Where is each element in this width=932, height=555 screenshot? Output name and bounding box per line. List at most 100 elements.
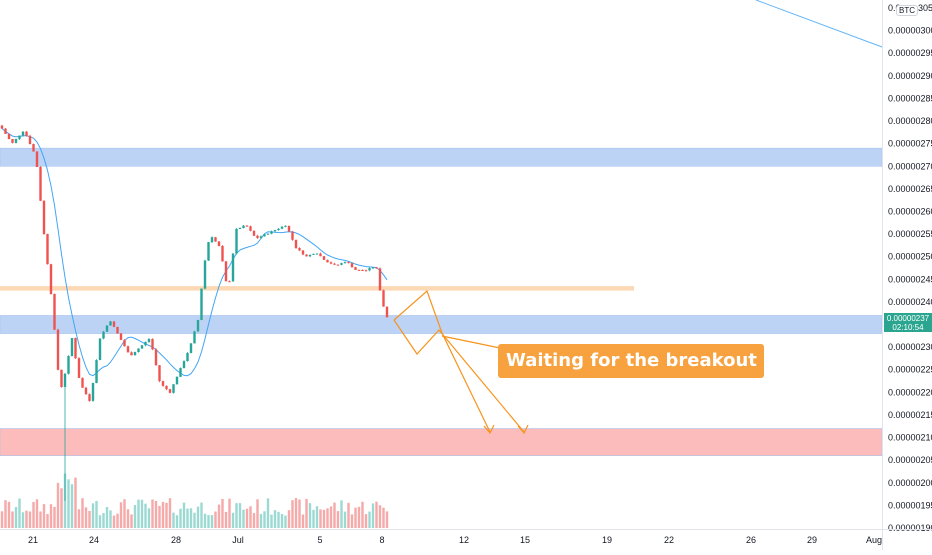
- candle: [347, 261, 350, 264]
- candle: [77, 357, 81, 378]
- candle: [305, 254, 308, 257]
- candle-body: [385, 306, 389, 318]
- candle: [35, 151, 39, 168]
- volume-bar: [98, 515, 102, 528]
- candle-body: [98, 338, 102, 361]
- volume-bar: [217, 504, 221, 528]
- volume-bar: [32, 501, 35, 528]
- annotation-text: Waiting for the breakout: [506, 350, 757, 371]
- candle-body: [259, 236, 263, 239]
- candle: [256, 234, 259, 239]
- candle-body: [147, 339, 151, 342]
- candle: [259, 235, 263, 239]
- candle-body: [298, 248, 301, 251]
- candle: [357, 269, 361, 271]
- volume-bar: [77, 509, 81, 528]
- volume-bar: [53, 506, 56, 528]
- candle-body: [116, 326, 119, 334]
- volume-bar: [221, 498, 224, 528]
- date-tick-label: 28: [171, 535, 181, 545]
- volume-bar: [67, 479, 70, 528]
- candle-body: [340, 263, 343, 265]
- volume-bar: [130, 514, 133, 528]
- volume-bar: [242, 509, 245, 528]
- date-tick-label: 29: [807, 535, 817, 545]
- candle: [4, 128, 7, 135]
- candle-body: [102, 331, 105, 339]
- price-tick-label: 0.00000220: [888, 387, 932, 397]
- volume-bar: [238, 503, 242, 528]
- candle: [263, 233, 266, 237]
- candle-body: [217, 241, 221, 247]
- candle: [7, 133, 11, 140]
- candle: [140, 344, 144, 349]
- candle-body: [70, 338, 74, 357]
- candle: [119, 332, 123, 340]
- candle: [116, 326, 119, 334]
- candle-body: [224, 261, 228, 282]
- volume-bar: [336, 511, 340, 528]
- candle-body: [109, 321, 112, 326]
- volume-bar: [140, 499, 144, 528]
- volume-bar: [277, 511, 280, 528]
- price-tick-label: 0.00000285: [888, 93, 932, 103]
- volume-bar: [137, 499, 140, 528]
- volume-bar: [364, 514, 368, 528]
- currency-badge[interactable]: BTC: [896, 5, 918, 16]
- volume-bar: [245, 508, 249, 528]
- candle: [354, 266, 357, 270]
- annotation-callout[interactable]: Waiting for the breakout🤙: [498, 344, 764, 378]
- candle: [203, 259, 207, 290]
- candle: [343, 261, 347, 264]
- candle: [287, 225, 291, 232]
- candle-body: [336, 264, 340, 266]
- volume-bar: [109, 510, 112, 528]
- candle: [0, 124, 4, 129]
- candle: [172, 384, 175, 394]
- candle-body: [7, 133, 11, 140]
- volume-bar: [60, 488, 63, 528]
- candle: [245, 225, 249, 227]
- candle: [284, 225, 287, 228]
- candle-body: [91, 382, 95, 401]
- volume-bar: [312, 509, 315, 528]
- candle-body: [277, 228, 280, 231]
- candle: [25, 131, 28, 137]
- volume-bar: [298, 499, 301, 528]
- volume-bar: [252, 513, 256, 528]
- candle-body: [133, 352, 137, 356]
- price-tick-label: 0.00000265: [888, 184, 932, 194]
- candle: [382, 289, 385, 307]
- candle-body: [371, 267, 375, 269]
- candle: [249, 225, 252, 232]
- candle-body: [291, 231, 294, 240]
- candle-body: [154, 349, 158, 366]
- candle: [214, 236, 217, 242]
- date-tick-label: 21: [28, 535, 38, 545]
- candle-body: [151, 339, 154, 350]
- volume-bar: [119, 502, 123, 528]
- candle: [336, 264, 340, 266]
- volume-bar: [147, 508, 151, 528]
- volume-bar: [21, 512, 25, 528]
- candle-body: [221, 246, 224, 262]
- candle-body: [119, 333, 123, 340]
- price-tick-label: 0.00000240: [888, 297, 932, 307]
- candle-body: [126, 346, 130, 353]
- volume-bar: [200, 502, 203, 528]
- volume-bar: [284, 515, 287, 528]
- candle: [98, 338, 102, 361]
- price-tick-label: 0.00000255: [888, 229, 932, 239]
- date-tick-label: 19: [602, 535, 612, 545]
- volume-bar: [263, 511, 266, 528]
- candle-body: [301, 250, 305, 255]
- volume-bar: [42, 504, 46, 528]
- volume-bar: [11, 511, 14, 528]
- candle: [217, 240, 221, 247]
- candle: [322, 256, 326, 261]
- candle-body: [46, 233, 49, 265]
- volume-bar: [375, 501, 378, 528]
- candle: [266, 233, 270, 235]
